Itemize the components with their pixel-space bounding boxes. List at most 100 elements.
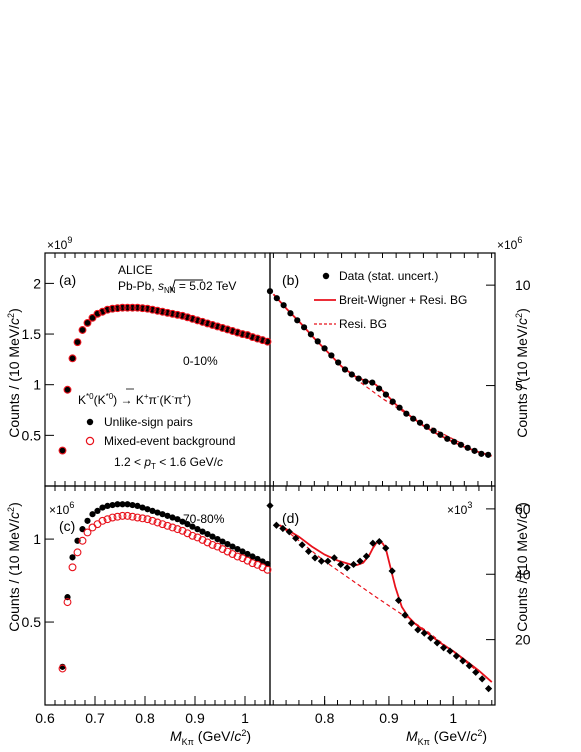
data-point-d <box>330 554 338 562</box>
data-point-c <box>254 555 261 563</box>
mixed-point-a <box>158 307 167 316</box>
data-point-a <box>84 319 91 326</box>
mixed-point-a <box>253 334 262 343</box>
data-point-d <box>446 647 454 655</box>
mixed-point-c <box>78 536 87 545</box>
data-point-d <box>349 560 358 569</box>
data-point-a <box>64 386 71 393</box>
ytick-label-c: 1 <box>33 531 41 547</box>
mixed-point-c <box>253 560 262 569</box>
data-point-c <box>114 501 121 508</box>
mixed-point-a <box>123 303 132 312</box>
mixed-point-c <box>68 563 77 572</box>
legend-data-label: Data (stat. uncert.) <box>339 269 438 283</box>
mixed-point-c <box>118 511 127 520</box>
mixed-point-c <box>123 511 132 520</box>
mixed-point-a <box>153 306 162 315</box>
data-point-b <box>423 423 430 430</box>
data-point-b <box>273 295 280 302</box>
mixed-point-c <box>173 525 182 534</box>
data-point-d <box>478 675 486 683</box>
data-point-c <box>229 543 236 550</box>
data-point-c <box>239 548 246 555</box>
mixed-point-c <box>168 523 177 532</box>
mixed-point-a <box>233 328 242 337</box>
mixed-point-a <box>68 354 77 363</box>
panel-a-label: (a) <box>59 272 76 288</box>
x-axis-title-left: MKπ (GeV/c2) <box>170 728 251 747</box>
mixed-point-c <box>248 559 257 568</box>
data-point-b <box>348 371 355 378</box>
mixed-point-a <box>118 303 127 312</box>
xtick-label-c: 0.8 <box>135 710 155 726</box>
data-point-b <box>321 345 328 352</box>
panel-d-multiplier: ×103 <box>447 500 472 517</box>
data-point-d <box>459 657 467 665</box>
data-point-d <box>311 554 319 562</box>
data-point-d <box>420 629 428 637</box>
mixed-point-c <box>233 552 242 561</box>
mixed-point-c <box>213 542 222 551</box>
mixed-point-a <box>188 314 197 323</box>
data-point-a <box>74 339 81 346</box>
collision-system-label: Pb-Pb, sNN = 5.02 TeV <box>118 279 236 295</box>
data-point-d <box>298 541 306 549</box>
data-point-b <box>389 398 396 405</box>
data-point-b <box>300 324 308 331</box>
data-point-b <box>471 447 478 454</box>
ytick-label-a: 2 <box>33 275 41 291</box>
mixed-point-a <box>143 304 152 313</box>
data-point-d <box>356 557 364 565</box>
mixed-point-a <box>208 320 217 329</box>
legend-unlike-label: Unlike-sign pairs <box>104 415 193 429</box>
mixed-point-c <box>203 538 212 547</box>
mixed-point-c <box>228 550 237 558</box>
data-point-d <box>465 662 473 670</box>
mixed-point-a <box>243 331 252 340</box>
data-point-b <box>314 338 321 345</box>
data-point-d <box>304 547 313 555</box>
xtick-label-d: 1 <box>449 710 457 726</box>
data-point-c <box>134 502 141 510</box>
mixed-point-a <box>88 313 97 322</box>
data-point-b <box>478 450 485 457</box>
data-point-c <box>234 545 241 553</box>
mixed-point-a <box>178 311 187 320</box>
mixed-point-a <box>73 338 82 347</box>
mixed-point-a <box>133 303 142 312</box>
legend-bw-label: Breit-Wigner + Resi. BG <box>339 293 467 307</box>
mixed-point-c <box>113 512 122 521</box>
panel-a-multiplier: ×109 <box>47 235 72 252</box>
legend-mixed-label: Mixed-event background <box>104 434 235 448</box>
data-point-d <box>317 557 326 565</box>
data-point-b <box>328 352 335 359</box>
mixed-point-a <box>183 313 192 322</box>
data-point-c <box>109 501 116 509</box>
data-point-d <box>266 502 274 510</box>
data-point-c <box>169 514 176 521</box>
data-point-d <box>484 685 493 693</box>
data-point-c <box>204 531 211 538</box>
mixed-point-a <box>248 333 257 342</box>
data-point-b <box>450 438 458 445</box>
data-point-b <box>403 410 410 417</box>
data-marks <box>58 288 493 693</box>
data-point-c <box>144 506 151 513</box>
data-point-c <box>199 528 206 535</box>
resi-bg-curve-b <box>354 378 465 446</box>
data-point-b <box>382 391 390 398</box>
axis-ticks: 0.5 1 1.5 2 5 10 0.5 1 0.6 0.7 0.8 0.9 1 20 40 60 0.8 0.9… <box>22 253 531 726</box>
mixed-point-c <box>58 664 67 673</box>
data-point-b <box>369 379 376 386</box>
data-point-c <box>184 521 191 528</box>
data-point-d <box>439 644 448 652</box>
mixed-point-a <box>58 446 67 455</box>
data-point-d <box>452 652 461 660</box>
decay-channel-label: K*0(K*0) → K+π-(K-π+) <box>78 392 191 407</box>
mixed-point-a <box>83 318 92 327</box>
mixed-point-c <box>208 540 217 549</box>
mixed-point-a <box>78 326 87 334</box>
mixed-point-c <box>198 535 207 544</box>
panel-b-label: (b) <box>282 272 299 288</box>
data-point-d <box>407 619 416 627</box>
